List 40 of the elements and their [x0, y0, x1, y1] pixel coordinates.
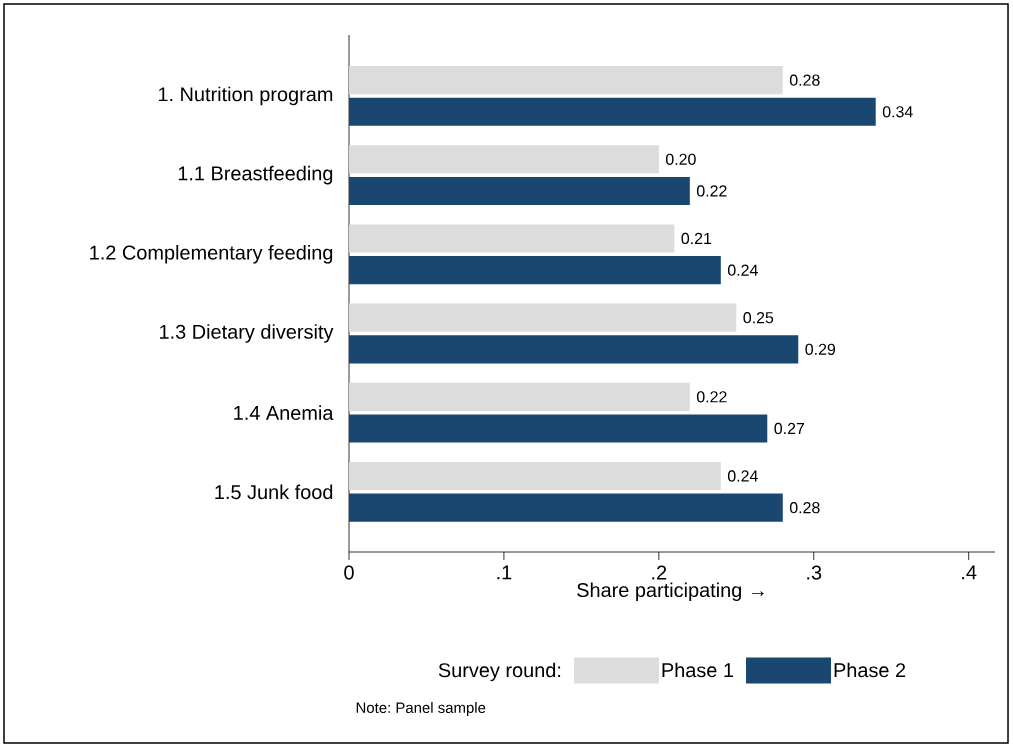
data-label: 0.25	[743, 312, 774, 324]
legend-title: Survey round:	[438, 662, 561, 682]
bar	[349, 176, 690, 206]
bar	[349, 493, 783, 522]
y-tick-label: 1.2 Complementary feeding	[90, 245, 333, 264]
y-tick-label: 1.3 Dietary diversity	[160, 324, 334, 343]
legend-label: Phase 2	[834, 662, 906, 678]
text: Note: Panel sample	[356, 702, 486, 716]
data-label: 0.21	[681, 232, 712, 245]
legend-label: Phase 1	[662, 662, 734, 678]
data-label: 0.28	[789, 502, 820, 514]
y-tick-label: 1.4 Anemia	[234, 405, 334, 420]
data-label: 0.22	[696, 391, 727, 403]
x-tick-label: .1	[497, 565, 512, 580]
y-tick-label: 1.1 Breastfeeding	[178, 165, 333, 185]
data-label: 0.34	[882, 106, 913, 118]
data-label: 0.20	[665, 153, 696, 165]
data-label: 0.29	[805, 343, 836, 355]
y-tick-label: 1. Nutrition program	[158, 86, 333, 106]
data-label: 0.22	[696, 185, 727, 197]
x-axis-title: Share participating →	[577, 582, 764, 602]
bar	[349, 303, 737, 332]
x-tick-label: .2	[652, 565, 667, 580]
bar	[349, 97, 876, 126]
bar	[349, 224, 675, 253]
x-tick-label: 0	[344, 565, 354, 580]
x-tick-label: .4	[962, 565, 977, 580]
bar	[349, 66, 783, 95]
bar	[349, 382, 690, 411]
bar	[349, 335, 799, 364]
data-label: 0.24	[727, 264, 758, 276]
bar	[349, 145, 659, 174]
data-label: 0.24	[727, 470, 758, 482]
data-label: 0.27	[774, 422, 805, 435]
bar	[349, 414, 768, 443]
bar	[349, 461, 721, 491]
data-label: 0.28	[789, 74, 820, 86]
x-tick-label: .3	[807, 565, 822, 580]
y-tick-label: 1.5 Junk food	[215, 484, 333, 500]
bar	[349, 256, 721, 285]
